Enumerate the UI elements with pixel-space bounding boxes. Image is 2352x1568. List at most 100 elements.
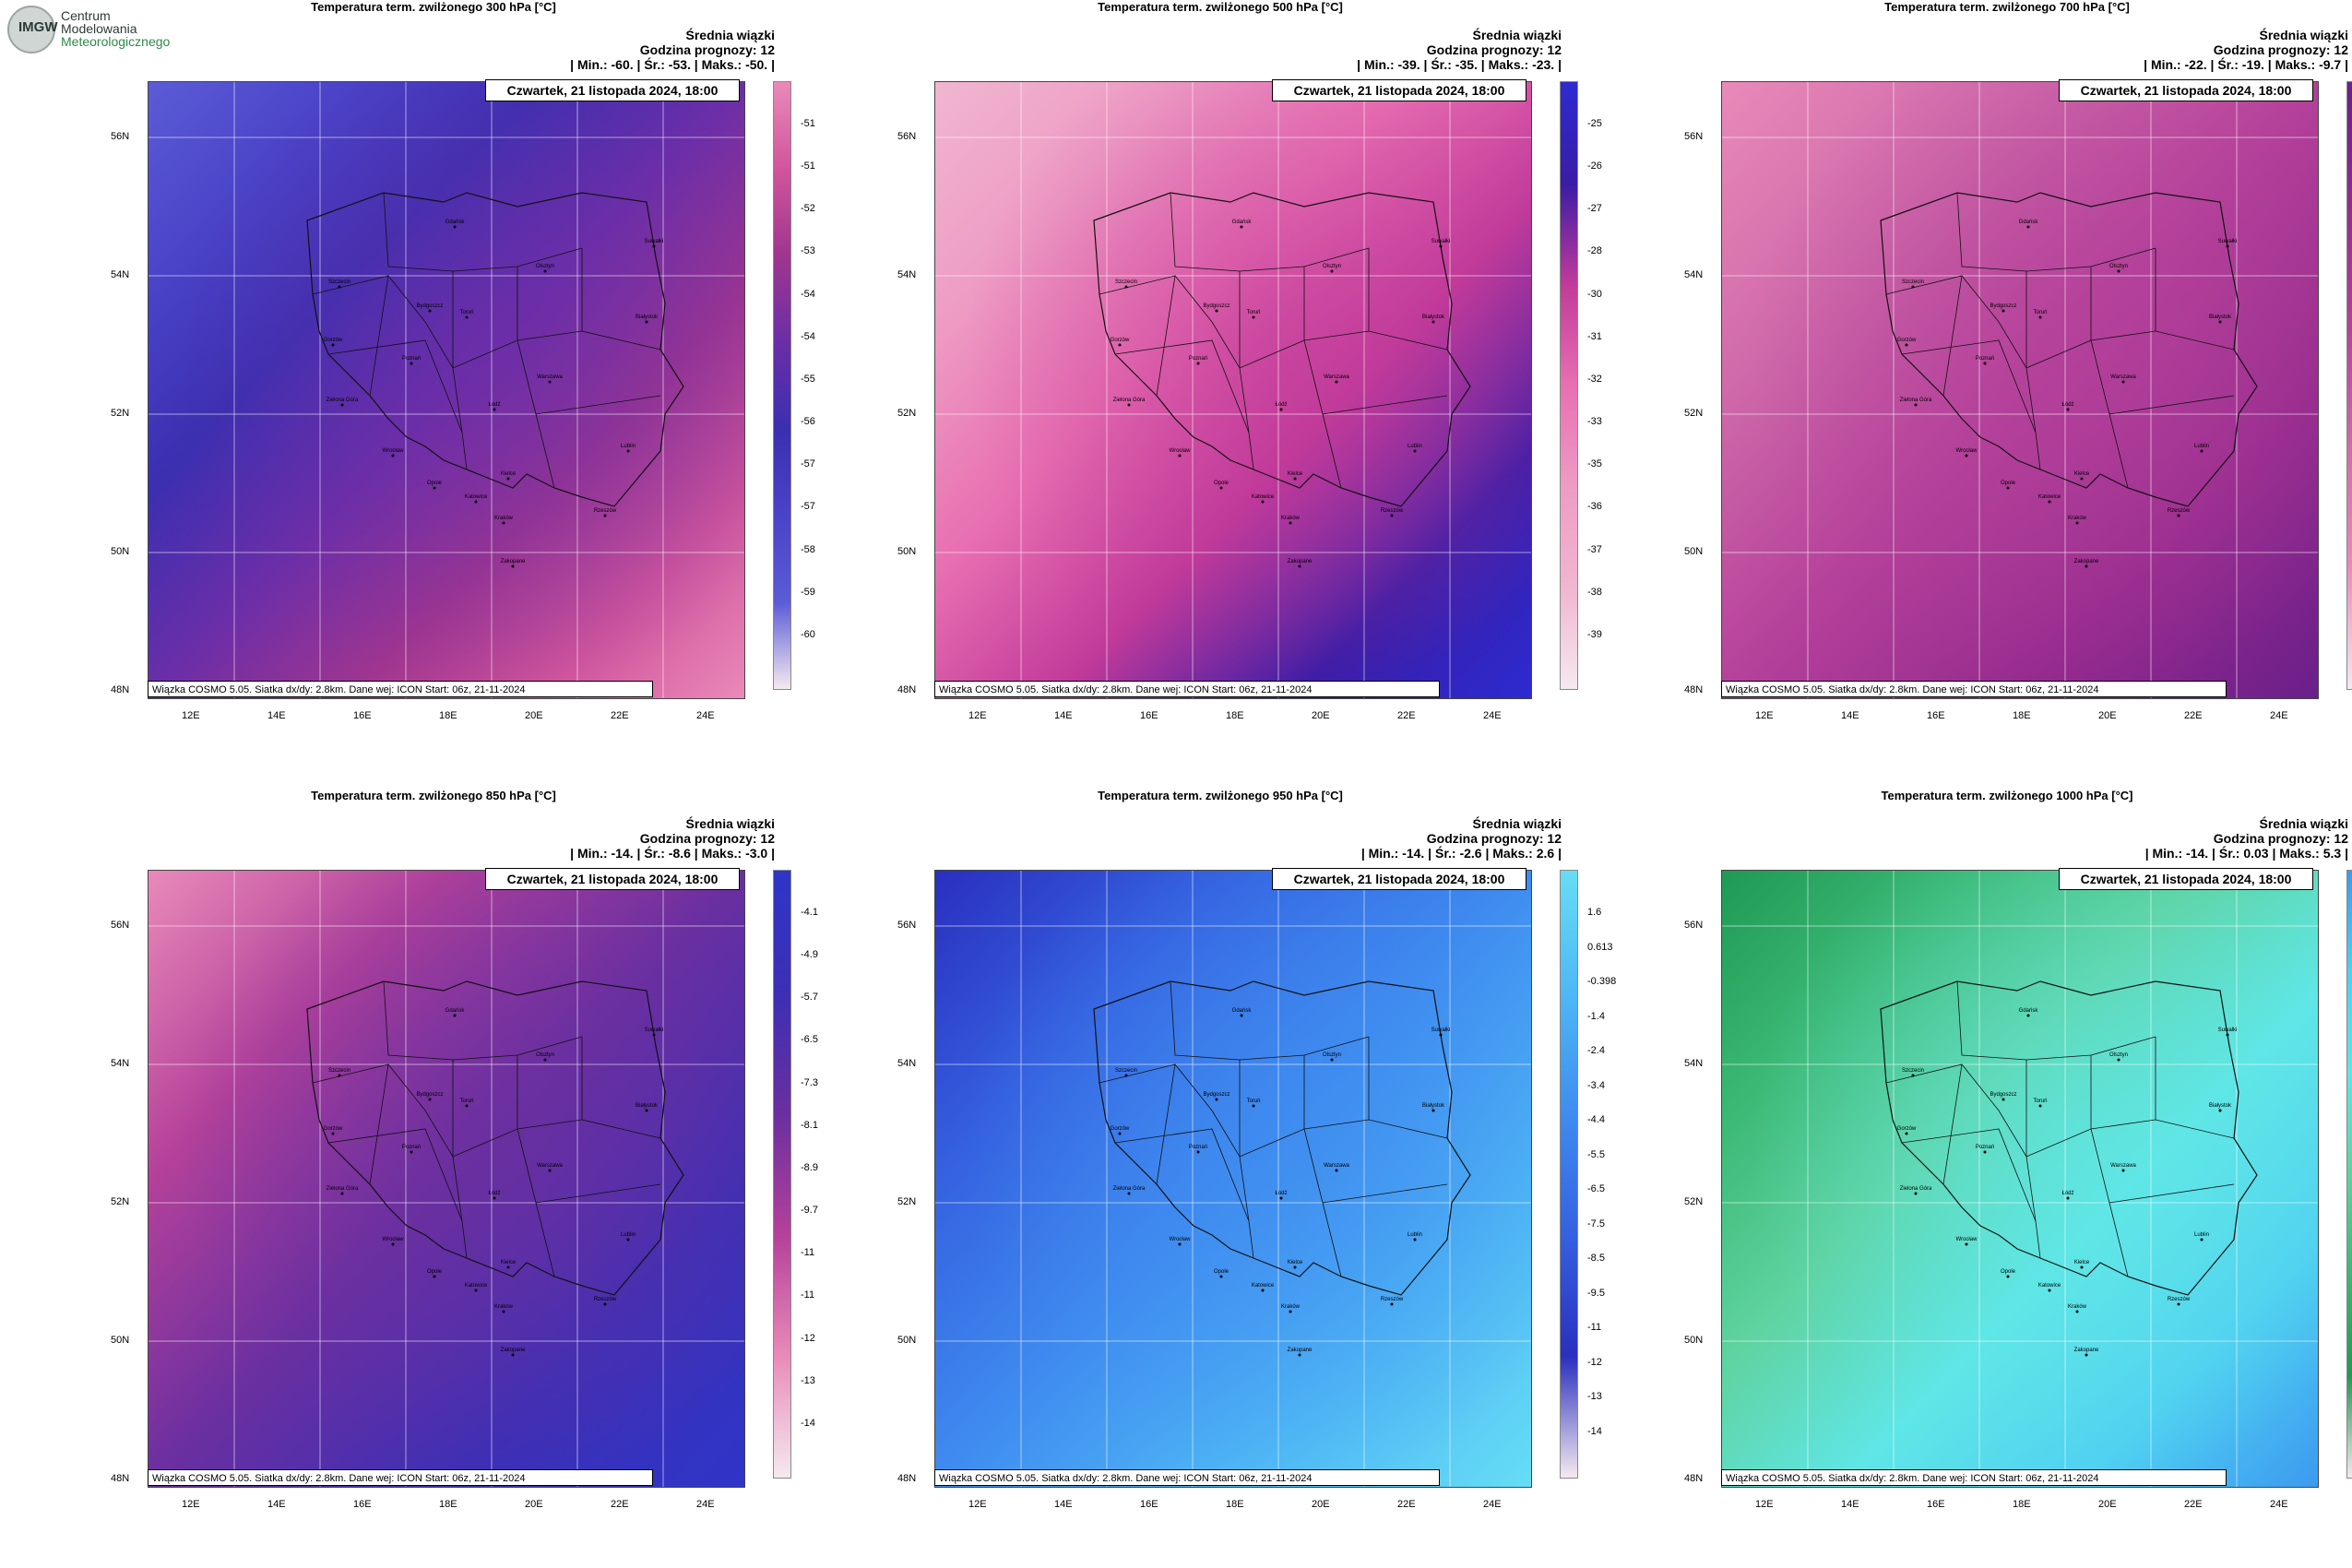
city-label: Bydgoszcz [1990, 1092, 2016, 1098]
poland-border [306, 192, 684, 507]
map-area[interactable]: Gdańsk Suwałki Olsztyn Szczecin Bydgoszcz Tor… [934, 81, 1532, 699]
city-marker: Toruń [459, 310, 474, 319]
city-label: Rzeszów [2168, 1297, 2191, 1302]
panel-title: Temperatura term. zwilżonego 950 hPa [°C… [1098, 789, 1343, 802]
city-marker: Łódź [488, 1191, 501, 1200]
colorbar-tick-label: -14 [1587, 1425, 1602, 1437]
map-panel: Temperatura term. zwilżonego 1000 hPa [°… [1629, 789, 2352, 1545]
city-marker: Suwałki [1431, 239, 1450, 248]
longitude-label: 14E [1054, 1499, 1073, 1510]
city-label: Rzeszów [1381, 1297, 1404, 1302]
city-marker: Kraków [2068, 516, 2087, 525]
city-marker: Suwałki [645, 239, 663, 248]
colorbar-tick-label: -12 [1587, 1356, 1602, 1368]
city-label: Opole [1214, 481, 1229, 486]
city-label: Lublin [2194, 444, 2209, 449]
city-label: Łódź [2061, 402, 2073, 408]
city-marker: Toruń [2033, 1099, 2048, 1108]
city-label: Lublin [1408, 1232, 1422, 1238]
colorbar-tick-label: -8.5 [1587, 1253, 1605, 1264]
city-label: Kraków [2068, 516, 2087, 521]
colorbar-tick-label: -13 [1587, 1391, 1602, 1402]
map-area[interactable]: Gdańsk Suwałki Olsztyn Szczecin Bydgoszcz Tor… [148, 870, 745, 1488]
city-label: Olsztyn [2109, 1052, 2128, 1058]
city-marker: Gdańsk [2019, 220, 2039, 229]
latitude-label: 54N [111, 269, 130, 280]
city-marker: Szczecin [1902, 279, 1924, 289]
city-label: Poznań [402, 1145, 421, 1150]
city-label: Szczecin [1115, 279, 1137, 285]
city-marker: Warszawa [1324, 1163, 1350, 1172]
latitude-label: 48N [897, 1473, 917, 1484]
colorbar [1560, 81, 1578, 690]
colorbar-tick-label: -6.5 [1587, 1183, 1605, 1194]
city-marker: Szczecin [1115, 279, 1137, 289]
city-label: Poznań [1976, 356, 1994, 362]
city-marker: Kielce [501, 471, 517, 481]
colorbar-tick-label: -4.9 [801, 949, 818, 961]
city-label: Białystok [2209, 315, 2232, 320]
colorbar-tick-label: -28 [1587, 245, 1602, 257]
city-marker: Katowice [465, 1283, 488, 1292]
latitude-label: 54N [897, 269, 917, 280]
city-marker: Katowice [2038, 1283, 2061, 1292]
city-marker: Zakopane [501, 559, 526, 568]
colorbar [2346, 81, 2352, 690]
colorbar-tick-label: 1.6 [1587, 907, 1602, 918]
city-marker: Gdańsk [1232, 1008, 1252, 1017]
city-marker: Warszawa [537, 374, 564, 384]
latitude-label: 52N [1684, 1196, 1704, 1207]
city-label: Gorzów [1111, 1126, 1130, 1132]
city-marker: Lublin [621, 444, 636, 453]
city-marker: Suwałki [2218, 1028, 2237, 1037]
map-area[interactable]: Gdańsk Suwałki Olsztyn Szczecin Bydgoszcz Tor… [148, 81, 745, 699]
valid-date-box: Czwartek, 21 listopada 2024, 18:00 [485, 868, 740, 890]
map-panel: Temperatura term. zwilżonego 850 hPa [°C… [55, 789, 818, 1545]
city-label: Gorzów [324, 1126, 343, 1132]
city-label: Gorzów [1897, 1126, 1917, 1132]
city-label: Poznań [1976, 1145, 1994, 1150]
city-marker: Kielce [1288, 471, 1303, 481]
city-marker: Wrocław [1956, 448, 1978, 457]
map-area[interactable]: Gdańsk Suwałki Olsztyn Szczecin Bydgoszcz Tor… [1721, 870, 2319, 1488]
map-area[interactable]: Gdańsk Suwałki Olsztyn Szczecin Bydgoszcz Tor… [1721, 81, 2319, 699]
poland-border [306, 980, 684, 1296]
city-label: Szczecin [328, 1068, 350, 1074]
map-svg: Gdańsk Suwałki Olsztyn Szczecin Bydgoszcz Tor… [1722, 82, 2318, 698]
city-label: Suwałki [645, 1028, 664, 1033]
imgw-logo: IMGW Centrum Modelowania Meteorologiczne… [7, 6, 192, 53]
map-area[interactable]: Gdańsk Suwałki Olsztyn Szczecin Bydgoszcz Tor… [934, 870, 1532, 1488]
city-label: Szczecin [328, 279, 350, 285]
city-label: Opole [1214, 1269, 1229, 1275]
city-marker: Rzeszów [2168, 1297, 2191, 1306]
city-marker: Łódź [488, 402, 501, 411]
min-mean-max-label: | Min.: -22. | Śr.: -19. | Maks.: -9.7 | [2144, 57, 2348, 72]
city-marker: Poznań [402, 356, 421, 365]
city-label: Rzeszów [594, 508, 617, 514]
colorbar-tick-label: -39 [1587, 628, 1602, 640]
city-marker: Warszawa [2110, 374, 2137, 384]
colorbar-tick-label: -14 [801, 1417, 815, 1429]
latitude-label: 56N [1684, 920, 1704, 931]
longitude-label: 22E [1397, 1499, 1416, 1510]
longitude-label: 20E [2098, 710, 2117, 721]
colorbar-tick-label: -36 [1587, 501, 1602, 513]
colorbar-tick-label: -31 [1587, 330, 1602, 342]
city-marker: Katowice [465, 494, 488, 504]
city-label: Bydgoszcz [416, 303, 443, 309]
colorbar-tick-label: -13 [801, 1374, 815, 1386]
city-label: Warszawa [537, 374, 563, 380]
city-label: Gdańsk [2019, 220, 2039, 225]
longitude-label: 18E [2013, 710, 2031, 721]
logo-text: Centrum Modelowania Meteorologicznego [61, 9, 170, 48]
city-marker: Białystok [636, 315, 659, 324]
min-mean-max-label: | Min.: -14. | Śr.: -8.6 | Maks.: -3.0 | [570, 846, 775, 861]
city-label: Warszawa [1324, 374, 1349, 380]
city-marker: Olsztyn [2109, 264, 2128, 273]
city-marker: Bydgoszcz [416, 1092, 444, 1101]
latitude-label: 54N [1684, 269, 1704, 280]
logo-line-3: Meteorologicznego [61, 34, 171, 49]
city-label: Wrocław [383, 1237, 405, 1242]
map-svg: Gdańsk Suwałki Olsztyn Szczecin Bydgoszcz Tor… [935, 871, 1531, 1487]
city-marker: Łódź [2061, 402, 2074, 411]
